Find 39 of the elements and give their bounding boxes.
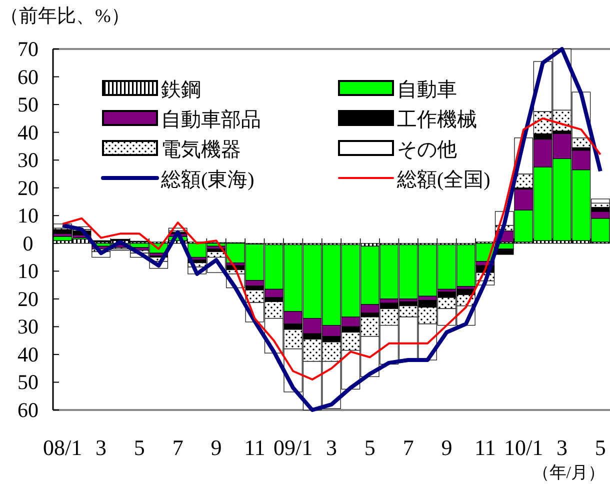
y-axis-title: （前年比、%） bbox=[0, 6, 130, 27]
x-tick-label: 10/1 bbox=[504, 435, 544, 460]
x-tick-label: 11 bbox=[474, 435, 496, 460]
y-tick-label: 0 bbox=[22, 231, 34, 256]
x-tick-label: 5 bbox=[134, 435, 145, 460]
y-tick-label: 40 bbox=[18, 342, 38, 366]
y-tick-label: 20 bbox=[18, 176, 38, 200]
y-tick-label: 30 bbox=[18, 148, 38, 172]
legend-label: 自動車部品 bbox=[161, 109, 261, 131]
x-tick-label: 9 bbox=[210, 435, 222, 460]
x-tick-label: 5 bbox=[364, 435, 376, 460]
x-tick-label: 11 bbox=[244, 435, 266, 460]
y-tick-label: 30 bbox=[18, 314, 38, 339]
x-tick-label: 3 bbox=[556, 435, 568, 460]
y-tick-label: 10 bbox=[18, 204, 38, 228]
y-tick-label: 70 bbox=[18, 37, 38, 61]
legend-label: 工作機械 bbox=[397, 109, 477, 131]
legend-label: 自動車 bbox=[397, 79, 457, 101]
y-tick-label: 60 bbox=[18, 398, 38, 422]
y-tick-label: 50 bbox=[18, 370, 38, 394]
y-tick-label: 50 bbox=[18, 92, 38, 117]
x-tick-label: 9 bbox=[441, 435, 452, 460]
x-tick-label: 3 bbox=[326, 435, 337, 460]
legend-label: 総額(東海) bbox=[160, 169, 254, 191]
legend-label: 鉄鋼 bbox=[161, 79, 201, 101]
x-tick-label: 3 bbox=[96, 435, 107, 460]
x-tick-label: 09/1 bbox=[274, 435, 313, 460]
y-tick-label: 60 bbox=[18, 64, 38, 89]
legend-label: 総額(全国) bbox=[396, 169, 490, 191]
x-tick-label: 5 bbox=[594, 435, 606, 460]
y-tick-label: 10 bbox=[18, 259, 38, 284]
legend-label: その他 bbox=[397, 139, 457, 161]
x-tick-label: 7 bbox=[172, 435, 184, 460]
x-tick-label: 08/1 bbox=[43, 435, 82, 460]
legend-label: 電気機器 bbox=[161, 139, 241, 161]
y-tick-label: 20 bbox=[18, 286, 38, 311]
x-axis-title: （年/月） bbox=[532, 463, 605, 482]
y-tick-label: 40 bbox=[18, 120, 38, 144]
x-tick-label: 7 bbox=[402, 435, 414, 460]
